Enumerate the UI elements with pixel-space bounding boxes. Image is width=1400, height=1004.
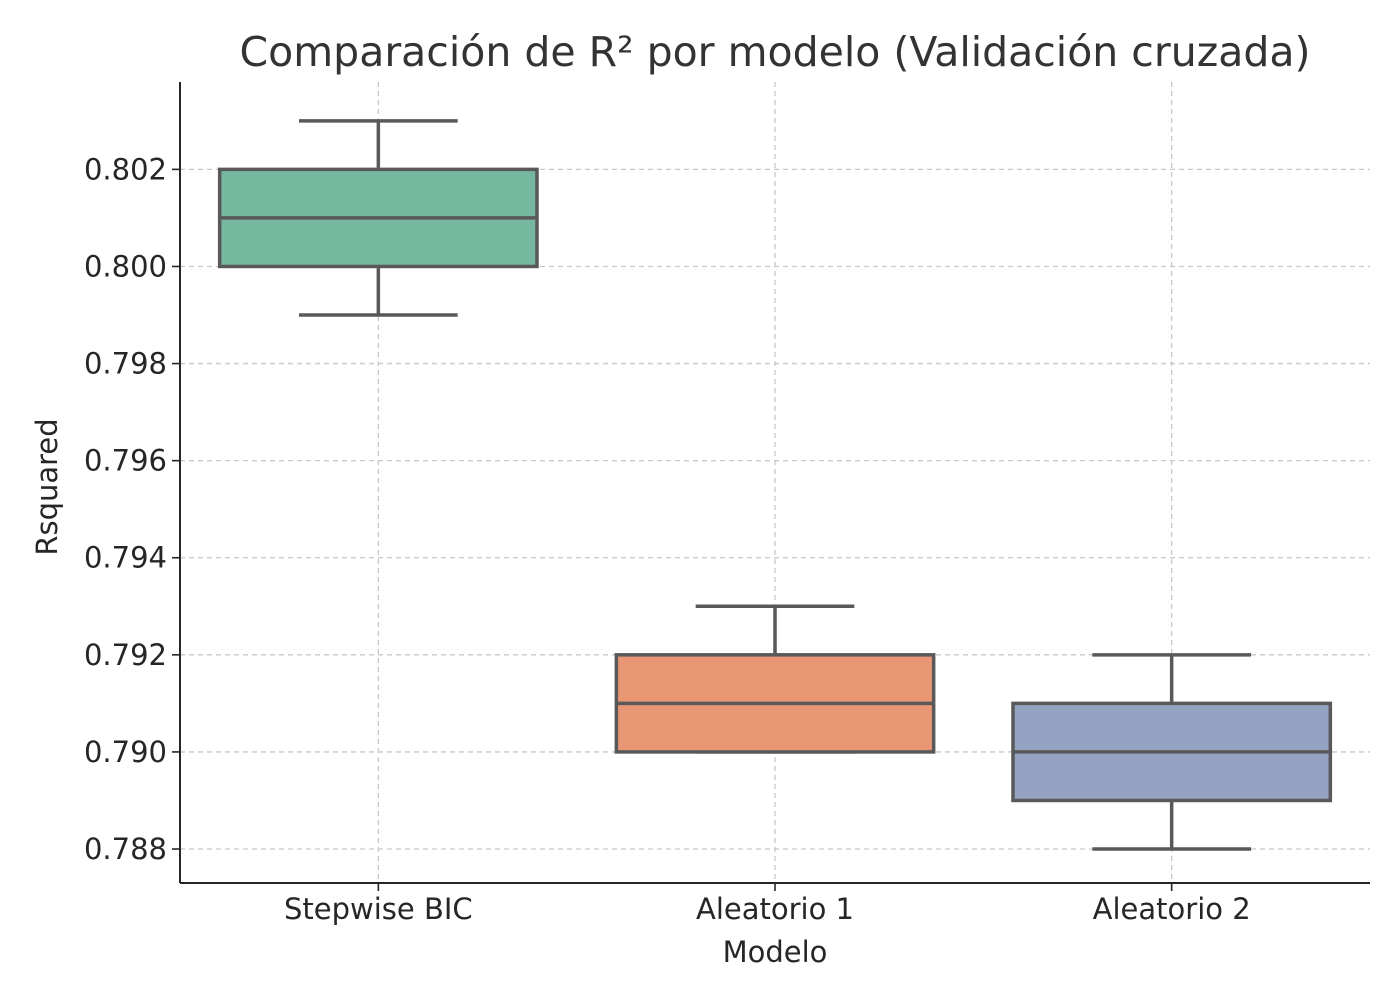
y-axis-label: Rsquared <box>30 418 64 555</box>
y-tick-label: 0.798 <box>84 347 167 381</box>
box-group <box>614 604 936 754</box>
x-axis-label: Modelo <box>723 935 828 969</box>
x-tick-label: Stepwise BIC <box>284 892 473 926</box>
y-tick-label: 0.792 <box>84 638 167 672</box>
y-tick-label: 0.794 <box>84 541 167 575</box>
box-layer <box>217 119 1333 851</box>
y-tick-label: 0.802 <box>84 152 167 186</box>
box-group <box>217 119 539 317</box>
y-tick-label: 0.796 <box>84 444 167 478</box>
x-tick-label: Aleatorio 2 <box>1093 892 1251 926</box>
chart-title: Comparación de R² por modelo (Validación… <box>240 28 1311 76</box>
x-tick-label: Aleatorio 1 <box>696 892 854 926</box>
y-tick-label: 0.800 <box>84 249 167 283</box>
y-tick-label: 0.790 <box>84 735 167 769</box>
axis-layer: 0.788 0.790 0.792 0.794 0.796 0.798 0.800 0.802… <box>84 82 1370 926</box>
label-layer: Comparación de R² por modelo (Validación… <box>30 28 1310 969</box>
box-group <box>1011 653 1333 851</box>
y-tick-label: 0.788 <box>84 832 167 866</box>
